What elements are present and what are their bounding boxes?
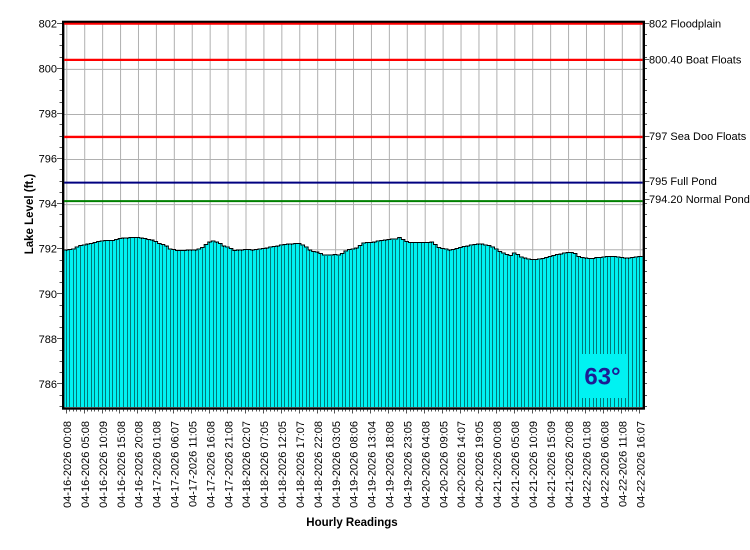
svg-text:04-17-2026 11:05: 04-17-2026 11:05 — [187, 421, 199, 507]
svg-text:788: 788 — [39, 334, 57, 346]
svg-text:802: 802 — [39, 18, 57, 30]
svg-text:786: 786 — [39, 379, 57, 391]
svg-text:04-16-2026 20:08: 04-16-2026 20:08 — [134, 421, 146, 508]
svg-text:Lake Level (ft.): Lake Level (ft.) — [24, 174, 36, 255]
svg-text:795 Full Pond: 795 Full Pond — [649, 176, 717, 188]
svg-text:802 Floodplain: 802 Floodplain — [649, 18, 721, 30]
svg-text:04-22-2026 06:08: 04-22-2026 06:08 — [600, 421, 612, 508]
svg-text:04-19-2026 03:05: 04-19-2026 03:05 — [331, 421, 343, 508]
svg-text:04-22-2026 11:08: 04-22-2026 11:08 — [618, 421, 630, 507]
svg-text:04-20-2026 14:07: 04-20-2026 14:07 — [456, 421, 468, 508]
svg-text:04-19-2026 18:08: 04-19-2026 18:08 — [385, 421, 397, 508]
svg-text:04-18-2026 17:07: 04-18-2026 17:07 — [295, 421, 307, 508]
svg-text:04-21-2026 05:08: 04-21-2026 05:08 — [510, 421, 522, 508]
svg-text:04-17-2026 01:08: 04-17-2026 01:08 — [152, 421, 164, 508]
svg-text:04-19-2026 23:05: 04-19-2026 23:05 — [402, 421, 414, 508]
svg-text:798: 798 — [39, 109, 57, 121]
svg-text:04-21-2026 20:08: 04-21-2026 20:08 — [564, 421, 576, 508]
svg-text:63°: 63° — [584, 364, 620, 391]
svg-text:797 Sea Doo Floats: 797 Sea Doo Floats — [649, 131, 747, 143]
svg-text:04-17-2026 06:07: 04-17-2026 06:07 — [170, 421, 182, 508]
svg-text:04-18-2026 12:05: 04-18-2026 12:05 — [277, 421, 289, 508]
svg-text:794.20 Normal Pond: 794.20 Normal Pond — [649, 194, 750, 206]
svg-text:04-21-2026 00:08: 04-21-2026 00:08 — [492, 421, 504, 508]
svg-text:04-16-2026 15:08: 04-16-2026 15:08 — [116, 421, 128, 508]
svg-text:792: 792 — [39, 244, 57, 256]
svg-text:04-20-2026 19:05: 04-20-2026 19:05 — [474, 421, 486, 508]
svg-text:04-17-2026 16:08: 04-17-2026 16:08 — [205, 421, 217, 508]
svg-text:04-17-2026 21:08: 04-17-2026 21:08 — [223, 421, 235, 508]
svg-text:04-21-2026 10:09: 04-21-2026 10:09 — [528, 421, 540, 508]
svg-text:04-19-2026 08:06: 04-19-2026 08:06 — [349, 421, 361, 508]
svg-text:04-22-2026 01:08: 04-22-2026 01:08 — [582, 421, 594, 508]
svg-text:800: 800 — [39, 63, 57, 75]
svg-text:790: 790 — [39, 289, 57, 301]
svg-text:796: 796 — [39, 154, 57, 166]
svg-text:04-20-2026 04:08: 04-20-2026 04:08 — [420, 421, 432, 508]
svg-text:Hourly Readings: Hourly Readings — [306, 517, 397, 529]
svg-text:04-16-2026 05:08: 04-16-2026 05:08 — [80, 421, 92, 508]
svg-text:04-18-2026 02:07: 04-18-2026 02:07 — [241, 421, 253, 508]
svg-text:04-22-2026 16:07: 04-22-2026 16:07 — [635, 421, 647, 508]
svg-text:04-19-2026 13:04: 04-19-2026 13:04 — [367, 421, 379, 508]
svg-text:04-20-2026 09:05: 04-20-2026 09:05 — [438, 421, 450, 508]
svg-text:04-18-2026 22:08: 04-18-2026 22:08 — [313, 421, 325, 508]
svg-text:04-16-2026 10:09: 04-16-2026 10:09 — [98, 421, 110, 508]
svg-text:04-16-2026 00:08: 04-16-2026 00:08 — [62, 421, 74, 508]
svg-text:04-18-2026 07:05: 04-18-2026 07:05 — [259, 421, 271, 508]
svg-text:04-21-2026 15:09: 04-21-2026 15:09 — [546, 421, 558, 508]
svg-text:800.40 Boat Floats: 800.40 Boat Floats — [649, 54, 742, 66]
svg-text:794: 794 — [39, 199, 57, 211]
